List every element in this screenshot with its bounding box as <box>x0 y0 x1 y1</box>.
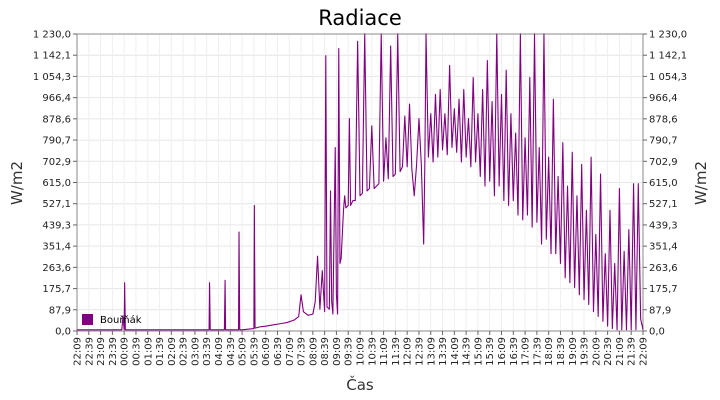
x-tick-label: 01:39 <box>155 337 166 366</box>
x-tick-label: 12:39 <box>414 337 425 366</box>
x-tick-label: 07:39 <box>297 337 308 366</box>
x-tick-label: 23:39 <box>108 337 119 366</box>
y-tick-label-right: 1 230,0 <box>649 30 687 41</box>
legend: Bouřňák <box>82 314 142 326</box>
y-tick-label-left: 87,9 <box>49 305 71 316</box>
y-axis-left: 0,0 87,9 175,7 263,6 351,4 439,3 527,1 615,0 702… <box>33 30 77 338</box>
x-tick-label: 22:09 <box>639 337 650 366</box>
x-tick-label: 02:39 <box>179 337 190 366</box>
x-tick-label: 11:09 <box>379 337 390 366</box>
x-tick-label: 04:09 <box>214 337 225 366</box>
x-tick-label: 08:39 <box>320 337 331 366</box>
x-tick-label: 17:09 <box>521 337 532 366</box>
x-tick-label: 13:09 <box>426 337 437 366</box>
y-axis-title-right: W/m2 <box>692 161 710 205</box>
y-tick-label-left: 615,0 <box>42 178 71 189</box>
y-tick-label-left: 175,7 <box>42 284 71 295</box>
y-tick-label-right: 0,0 <box>649 327 665 338</box>
y-tick-label-right: 966,4 <box>649 93 678 104</box>
x-tick-label: 22:39 <box>84 337 95 366</box>
y-tick-label-right: 790,7 <box>649 136 678 147</box>
legend-label: Bouřňák <box>100 314 142 326</box>
y-tick-label-right: 87,9 <box>649 305 671 316</box>
x-tick-label: 10:09 <box>356 337 367 366</box>
x-tick-label: 13:39 <box>438 337 449 366</box>
y-tick-label-left: 263,6 <box>42 263 71 274</box>
x-tick-label: 06:09 <box>261 337 272 366</box>
y-tick-label-right: 351,4 <box>649 242 678 253</box>
x-tick-label: 15:09 <box>473 337 484 366</box>
y-tick-label-left: 878,6 <box>42 114 71 125</box>
x-tick-label: 18:39 <box>556 337 567 366</box>
x-tick-label: 17:39 <box>532 337 543 366</box>
x-tick-label: 16:39 <box>509 337 520 366</box>
grid <box>76 33 644 332</box>
y-tick-label-right: 1 142,1 <box>649 51 687 62</box>
y-tick-label-right: 702,9 <box>649 157 678 168</box>
x-tick-label: 16:09 <box>497 337 508 366</box>
legend-swatch <box>82 314 93 325</box>
x-tick-label: 19:09 <box>568 337 579 366</box>
y-tick-label-right: 175,7 <box>649 284 678 295</box>
y-tick-label-left: 790,7 <box>42 136 71 147</box>
x-tick-label: 01:09 <box>143 337 154 366</box>
x-tick-label: 19:39 <box>580 337 591 366</box>
x-tick-label: 05:09 <box>238 337 249 366</box>
x-tick-label: 11:39 <box>391 337 402 366</box>
x-axis: 22:09 22:39 23:09 23:39 00:09 00:39 01:09 01:39… <box>73 331 650 366</box>
x-tick-label: 21:09 <box>615 337 626 366</box>
x-tick-label: 06:39 <box>273 337 284 366</box>
y-tick-label-left: 1 230,0 <box>33 30 71 41</box>
y-tick-label-right: 1 054,3 <box>649 72 687 83</box>
x-tick-label: 00:09 <box>120 337 131 366</box>
x-tick-label: 23:09 <box>96 337 107 366</box>
x-axis-title: Čas <box>346 375 374 394</box>
y-tick-label-right: 878,6 <box>649 114 678 125</box>
x-tick-label: 12:09 <box>403 337 414 366</box>
x-tick-label: 05:39 <box>249 337 260 366</box>
x-tick-label: 02:09 <box>167 337 178 366</box>
y-tick-label-right: 439,3 <box>649 220 678 231</box>
x-tick-label: 00:39 <box>131 337 142 366</box>
x-tick-label: 09:39 <box>344 337 355 366</box>
series-line-0 <box>77 33 644 331</box>
x-tick-label: 08:09 <box>308 337 319 366</box>
y-tick-label-left: 439,3 <box>42 220 71 231</box>
chart-title: Radiace <box>318 6 402 30</box>
x-tick-label: 04:39 <box>226 337 237 366</box>
y-axis-title-left: W/m2 <box>8 161 26 205</box>
x-tick-label: 07:09 <box>285 337 296 366</box>
y-tick-label-left: 0,0 <box>55 327 71 338</box>
x-tick-label: 21:39 <box>627 337 638 366</box>
y-tick-label-left: 351,4 <box>42 242 71 253</box>
y-tick-label-left: 527,1 <box>42 199 71 210</box>
x-tick-label: 10:39 <box>367 337 378 366</box>
x-tick-label: 18:09 <box>544 337 555 366</box>
x-tick-label: 15:39 <box>485 337 496 366</box>
y-tick-label-right: 263,6 <box>649 263 678 274</box>
x-tick-label: 14:39 <box>462 337 473 366</box>
y-tick-label-left: 1 142,1 <box>33 51 71 62</box>
x-tick-label: 22:09 <box>73 337 84 366</box>
y-tick-label-left: 702,9 <box>42 157 71 168</box>
x-tick-label: 20:09 <box>591 337 602 366</box>
x-tick-label: 03:09 <box>190 337 201 366</box>
y-tick-label-left: 1 054,3 <box>33 72 71 83</box>
x-tick-label: 09:09 <box>332 337 343 366</box>
x-tick-label: 03:39 <box>202 337 213 366</box>
x-tick-label: 14:09 <box>450 337 461 366</box>
y-tick-label-left: 966,4 <box>42 93 71 104</box>
y-axis-right: 0,0 87,9 175,7 263,6 351,4 439,3 527,1 615,0 702… <box>643 30 687 338</box>
x-tick-label: 20:39 <box>603 337 614 366</box>
y-tick-label-right: 615,0 <box>649 178 678 189</box>
series-layer <box>77 33 644 331</box>
y-tick-label-right: 527,1 <box>649 199 678 210</box>
